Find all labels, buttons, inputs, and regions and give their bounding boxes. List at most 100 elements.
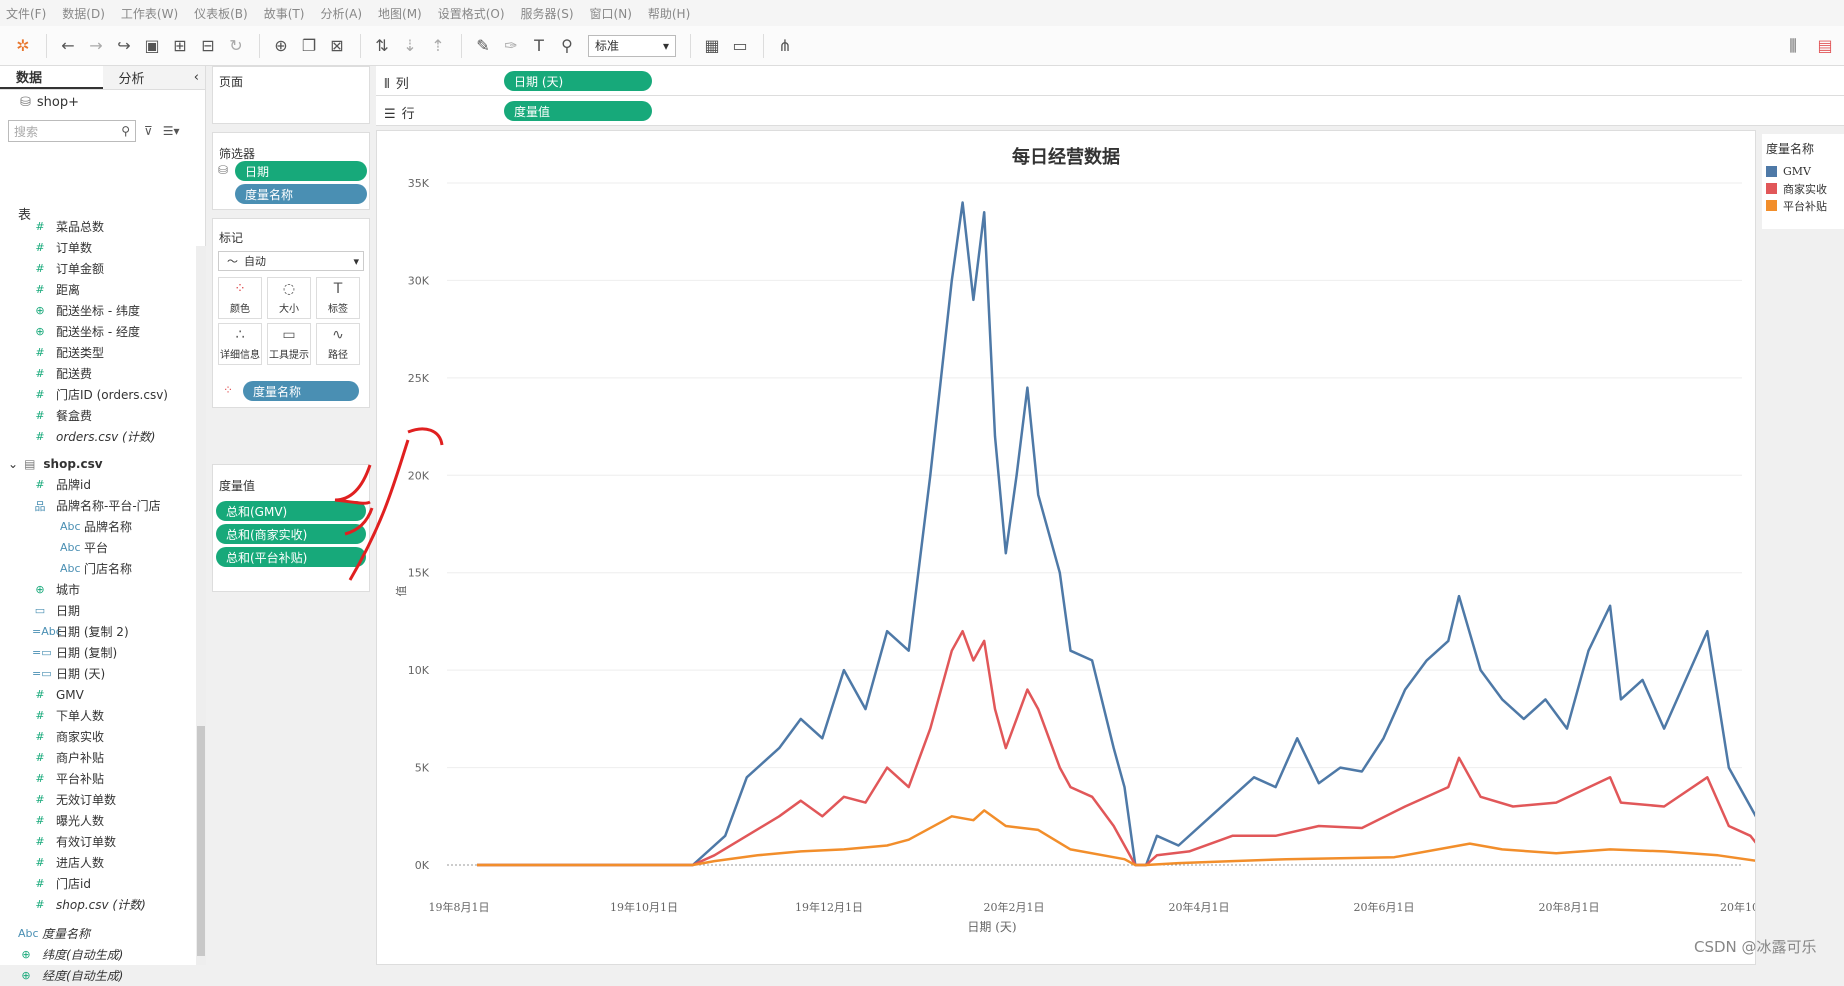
view-list-icon[interactable]: ☰▾ <box>162 124 180 138</box>
filter-pill-date[interactable]: 日期 <box>235 161 367 181</box>
field-item[interactable]: ⊕ 纬度(自动生成) <box>0 944 196 965</box>
table-shop-csv[interactable]: ⌄ ▤ shop.csv <box>0 453 196 474</box>
menu-item[interactable]: 地图(M) <box>378 6 422 21</box>
columns-pill-date-day[interactable]: 日期 (天) <box>504 71 652 91</box>
menu-item[interactable]: 工作表(W) <box>120 6 179 21</box>
field-item[interactable]: ▭ 日期 <box>0 600 196 621</box>
new-worksheet-icon[interactable]: ⊕ <box>274 36 288 55</box>
field-item[interactable]: # GMV <box>0 684 196 705</box>
line-chart[interactable]: 每日经营数据 0K 5K 10K 15K 20K 25K 30K 35K 19年8月1日 19年10… <box>377 131 1788 964</box>
color-pill-measure-names[interactable]: 度量名称 <box>243 381 359 401</box>
menu-item[interactable]: 分析(A) <box>320 6 363 21</box>
label-button[interactable]: T 标签 <box>316 277 360 319</box>
expand-icon[interactable]: ⌄ <box>8 456 19 471</box>
mark-type-select[interactable]: 〜自动 ▾ <box>218 251 364 271</box>
field-item[interactable]: # 下单人数 <box>0 705 196 726</box>
refresh-icon[interactable]: ↻ <box>229 36 243 55</box>
undo-icon[interactable]: ← <box>61 36 75 55</box>
sort-desc-icon[interactable]: ⇡ <box>431 36 445 55</box>
new-datasource-icon[interactable]: ⊞ <box>173 36 187 55</box>
duplicate-icon[interactable]: ❐ <box>301 36 317 55</box>
detail-button[interactable]: ∴ 详细信息 <box>218 323 262 365</box>
book-icon[interactable]: ⫼ <box>1789 35 1797 55</box>
label-icon[interactable]: T <box>534 36 544 55</box>
field-item[interactable]: # 平台补贴 <box>0 768 196 789</box>
field-item[interactable]: # 距离 <box>0 279 196 300</box>
field-item[interactable]: ⊕ 城市 <box>0 579 196 600</box>
field-item[interactable]: Abc 度量名称 <box>0 923 196 944</box>
field-item[interactable]: ⊕ 经度(自动生成) <box>0 965 196 986</box>
tab-data[interactable]: 数据 <box>0 66 103 89</box>
field-item[interactable]: ⊕ 配送坐标 - 纬度 <box>0 300 196 321</box>
field-item[interactable]: 品品牌名称-平台-门店 <box>0 495 196 516</box>
highlight-icon[interactable]: ✎ <box>476 36 490 55</box>
field-item[interactable]: # 曝光人数 <box>0 810 196 831</box>
field-item[interactable]: # 商户补贴 <box>0 747 196 768</box>
field-item[interactable]: # 商家实收 <box>0 726 196 747</box>
search-input[interactable]: 搜索 ⚲ <box>8 120 136 142</box>
clear-sheet-icon[interactable]: ⊠ <box>330 36 344 55</box>
field-scrollbar[interactable] <box>196 246 206 965</box>
field-item[interactable]: # 订单数 <box>0 237 196 258</box>
scrollbar-thumb[interactable] <box>197 726 205 956</box>
field-item[interactable]: =▭ 日期 (复制) <box>0 642 196 663</box>
collapse-icon[interactable]: ‹ <box>193 70 199 85</box>
measure-pill-gmv[interactable]: 总和(GMV) <box>216 501 366 521</box>
presentation-icon[interactable]: ▭ <box>732 36 748 55</box>
field-item[interactable]: # shop.csv (计数) <box>0 894 196 915</box>
field-item[interactable]: # orders.csv (计数) <box>0 426 196 447</box>
filters-card[interactable]: 筛选器 ⛁ 日期 度量名称 <box>212 132 370 210</box>
fit-select[interactable]: 标准 ▾ <box>588 34 676 57</box>
path-button[interactable]: ∿ 路径 <box>316 323 360 365</box>
field-item[interactable]: # 菜品总数 <box>0 216 196 237</box>
field-item[interactable]: # 订单金额 <box>0 258 196 279</box>
save-icon[interactable]: ▣ <box>144 36 160 55</box>
menu-item[interactable]: 帮助(H) <box>647 6 691 21</box>
field-item[interactable]: # 品牌id <box>0 474 196 495</box>
size-button[interactable]: ◌ 大小 <box>267 277 311 319</box>
menu-item[interactable]: 文件(F) <box>6 6 47 21</box>
field-item[interactable]: Abc 平台 <box>0 537 196 558</box>
swap-icon[interactable]: ⇅ <box>375 36 389 55</box>
menu-item[interactable]: 仪表板(B) <box>194 6 248 21</box>
redo-icon[interactable]: → <box>89 36 103 55</box>
measure-pill-merchant-income[interactable]: 总和(商家实收) <box>216 524 366 544</box>
legend-item[interactable]: 平台补贴 <box>1762 197 1844 214</box>
legend-item[interactable]: GMV <box>1762 163 1844 180</box>
filter-icon[interactable]: ⊽ <box>144 124 153 138</box>
field-item[interactable]: =Abc 日期 (复制 2) <box>0 621 196 642</box>
share-icon[interactable]: ⋔ <box>778 36 792 55</box>
pause-update-icon[interactable]: ⊟ <box>201 36 215 55</box>
show-me-panel-icon[interactable]: ▤ <box>1817 36 1833 55</box>
field-item[interactable]: Abc 门店名称 <box>0 558 196 579</box>
menu-item[interactable]: 数据(D) <box>62 6 105 21</box>
field-item[interactable]: ⊕ 配送坐标 - 经度 <box>0 321 196 342</box>
columns-shelf[interactable]: ⦀ 列 日期 (天) <box>376 66 1844 96</box>
tooltip-button[interactable]: ▭ 工具提示 <box>267 323 311 365</box>
sort-asc-icon[interactable]: ⇣ <box>403 36 417 55</box>
measure-pill-platform-subsidy[interactable]: 总和(平台补贴) <box>216 547 366 567</box>
field-item[interactable]: Abc 品牌名称 <box>0 516 196 537</box>
show-me-icon[interactable]: ▦ <box>704 36 720 55</box>
datasource-item[interactable]: ⛁ shop+ <box>0 90 205 114</box>
chart-view[interactable]: 每日经营数据 0K 5K 10K 15K 20K 25K 30K 35K 19年8月1日 19年10… <box>376 130 1788 965</box>
field-item[interactable]: # 无效订单数 <box>0 789 196 810</box>
field-item[interactable]: # 餐盒费 <box>0 405 196 426</box>
field-item[interactable]: # 配送类型 <box>0 342 196 363</box>
field-item[interactable]: # 进店人数 <box>0 852 196 873</box>
tableau-logo-icon[interactable]: ✲ <box>16 36 30 55</box>
filter-pill-measure-names[interactable]: 度量名称 <box>235 184 367 204</box>
field-item[interactable]: # 门店id <box>0 873 196 894</box>
pin-icon[interactable]: ⚲ <box>561 36 573 55</box>
menu-item[interactable]: 服务器(S) <box>520 6 574 21</box>
menu-item[interactable]: 窗口(N) <box>589 6 632 21</box>
legend-item[interactable]: 商家实收 <box>1762 180 1844 197</box>
menu-item[interactable]: 故事(T) <box>263 6 305 21</box>
rows-pill-measure-values[interactable]: 度量值 <box>504 101 652 121</box>
field-item[interactable]: # 配送费 <box>0 363 196 384</box>
field-item[interactable]: # 有效订单数 <box>0 831 196 852</box>
pages-card[interactable]: 页面 <box>212 66 370 124</box>
menu-item[interactable]: 设置格式(O) <box>437 6 505 21</box>
color-button[interactable]: ⁘ 颜色 <box>218 277 262 319</box>
replay-icon[interactable]: ↪ <box>117 36 131 55</box>
